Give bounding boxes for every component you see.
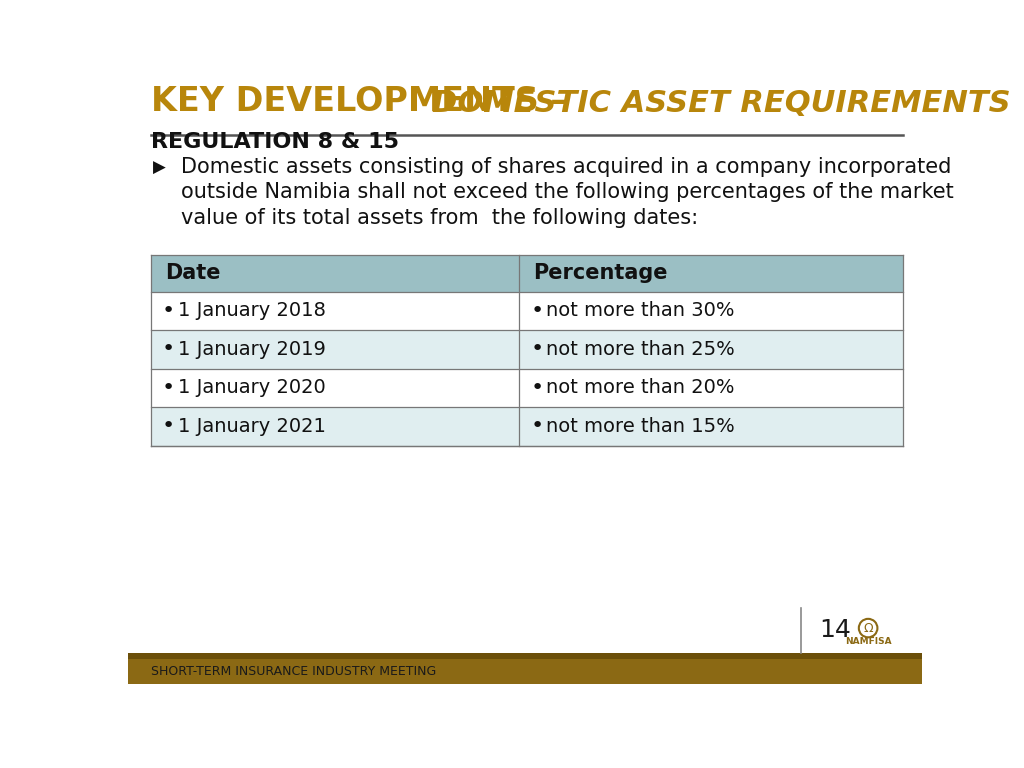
Text: outside Namibia shall not exceed the following percentages of the market: outside Namibia shall not exceed the fol… — [180, 182, 953, 202]
Text: •: • — [530, 301, 544, 321]
Text: not more than 20%: not more than 20% — [546, 379, 734, 397]
Bar — [128, 653, 922, 659]
Text: not more than 25%: not more than 25% — [546, 340, 734, 359]
Text: REGULATION 8 & 15: REGULATION 8 & 15 — [152, 132, 399, 152]
Text: DOMESTIC ASSET REQUIREMENTS: DOMESTIC ASSET REQUIREMENTS — [432, 88, 1011, 118]
Text: •: • — [162, 301, 175, 321]
Text: 1 January 2019: 1 January 2019 — [177, 340, 326, 359]
Text: •: • — [162, 339, 175, 359]
Text: •: • — [162, 416, 175, 436]
Text: not more than 30%: not more than 30% — [546, 301, 734, 320]
Text: SHORT-TERM INSURANCE INDUSTRY MEETING: SHORT-TERM INSURANCE INDUSTRY MEETING — [152, 664, 436, 677]
Text: •: • — [530, 339, 544, 359]
Text: 1 January 2021: 1 January 2021 — [177, 417, 326, 436]
Text: 1 January 2020: 1 January 2020 — [177, 379, 326, 397]
Text: 14: 14 — [819, 617, 851, 641]
Bar — [152, 255, 903, 292]
Bar — [152, 330, 903, 369]
Text: not more than 15%: not more than 15% — [546, 417, 734, 436]
Text: 1 January 2018: 1 January 2018 — [177, 301, 326, 320]
Text: value of its total assets from  the following dates:: value of its total assets from the follo… — [180, 207, 697, 227]
Text: Domestic assets consisting of shares acquired in a company incorporated: Domestic assets consisting of shares acq… — [180, 157, 951, 177]
Text: NAMFISA: NAMFISA — [845, 637, 892, 647]
Bar — [128, 659, 922, 684]
Bar — [152, 407, 903, 445]
Text: Date: Date — [165, 263, 221, 283]
Text: Percentage: Percentage — [534, 263, 668, 283]
Text: ▶: ▶ — [153, 159, 166, 177]
Text: Ω: Ω — [863, 621, 872, 634]
Text: •: • — [530, 416, 544, 436]
Text: •: • — [530, 378, 544, 398]
Bar — [152, 292, 903, 330]
Bar — [152, 369, 903, 407]
Text: •: • — [162, 378, 175, 398]
Text: KEY DEVELOPMENTS –: KEY DEVELOPMENTS – — [152, 84, 579, 118]
